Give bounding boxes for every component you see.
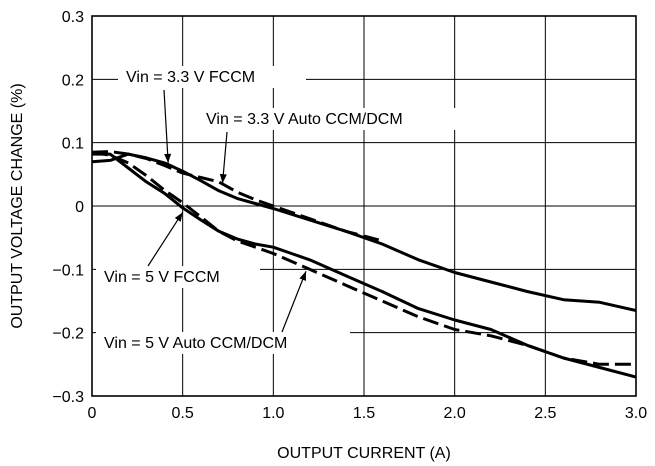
annotation-arrow [281, 271, 307, 333]
annotation-arrow [147, 212, 184, 267]
series-line-3 [92, 152, 637, 379]
annotation-arrowhead [174, 212, 183, 222]
annotation-bg [96, 266, 260, 288]
annotation-arrowhead [164, 153, 172, 163]
y-tick-label: 0.2 [62, 72, 84, 89]
x-tick-label: 1.5 [353, 405, 375, 422]
annotation-bg [118, 66, 306, 88]
annotation-bg [96, 332, 350, 354]
series-annotation-label: Vin = 5 V Auto CCM/DCM [104, 335, 287, 352]
x-tick-label: 1.0 [262, 405, 284, 422]
y-axis-title: OUTPUT VOLTAGE CHANGE (%) [9, 83, 26, 328]
y-tick-label: 0 [75, 199, 84, 216]
x-tick-label: 2.5 [534, 405, 556, 422]
series-line-2 [91, 150, 383, 243]
x-tick-label: 0 [88, 405, 97, 422]
y-tick-label: −0.1 [52, 262, 84, 279]
series-annotation-label: Vin = 3.3 V Auto CCM/DCM [206, 111, 403, 128]
series-line-1 [91, 152, 637, 312]
series-line-4 [91, 150, 636, 366]
series-layer [91, 150, 637, 379]
annotation-arrowhead [299, 271, 306, 281]
x-axis-title: OUTPUT CURRENT (A) [277, 445, 451, 462]
series-annotation-label: Vin = 5 V FCCM [104, 269, 220, 286]
y-tick-label: −0.2 [52, 326, 84, 343]
x-tick-label: 2.0 [444, 405, 466, 422]
x-tick-label: 3.0 [625, 405, 647, 422]
y-tick-label: 0.3 [62, 9, 84, 26]
y-tick-label: −0.3 [52, 389, 84, 406]
plot-frame [91, 15, 637, 397]
annotation-arrow [163, 89, 169, 163]
annotations: Vin = 3.3 V FCCM Vin = 3.3 V Auto CCM/DCM… [96, 66, 474, 354]
annotation-bg [198, 108, 474, 130]
tick-labels: 0 0.5 1.0 1.5 2.0 2.5 3.0 0.3 0.2 0.1 0 −0.1 −0.2 −0.… [52, 9, 647, 422]
series-annotation-label: Vin = 3.3 V FCCM [126, 69, 255, 86]
annotation-arrowhead [219, 173, 227, 184]
y-tick-label: 0.1 [62, 136, 84, 153]
x-tick-label: 0.5 [172, 405, 194, 422]
